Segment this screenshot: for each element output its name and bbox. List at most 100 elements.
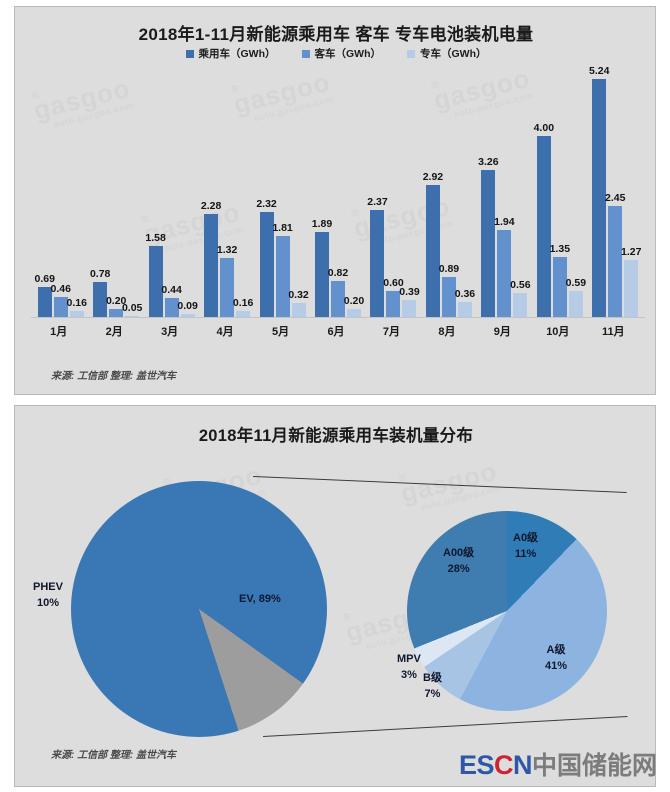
pie-label-a0: A0级 11% [513, 531, 538, 563]
bar-group: 2.28 1.32 0.16 [200, 63, 254, 318]
legend-swatch-special [407, 49, 415, 58]
pie-label-phev-line2: 10% [36, 596, 59, 609]
bar-value-label: 2.45 [605, 192, 626, 205]
x-axis-label: 10月 [546, 326, 570, 338]
bar-bus [109, 308, 124, 318]
bar-bus [441, 277, 456, 318]
escn-logo: ESCN中国储能网 [459, 752, 657, 779]
pie-label-mpv: MPV 3% [397, 652, 421, 684]
bar-value-label: 0.78 [89, 268, 111, 281]
bar-value-label: 0.16 [232, 296, 254, 309]
legend-swatch-passenger [185, 49, 194, 58]
escn-logo-chinese: 中国储能网 [532, 752, 658, 780]
bar-bus [220, 257, 235, 318]
bar-bus [53, 297, 68, 318]
bar-value-label: 3.26 [478, 155, 499, 168]
bar-value-label: 0.36 [454, 287, 476, 300]
bar-chart-panel: ≋ gasgoo auto.gasgoo.com ≋ gasgoo auto.g… [14, 6, 656, 395]
bar-group: 2.92 0.89 0.36 [422, 63, 476, 318]
bar-special [125, 315, 140, 318]
bar-plot-area: 0.69 0.46 0.16 0.78 0.20 0.05 1.58 0.44 0.09 2.28… [31, 63, 641, 318]
bar-bus [608, 206, 623, 318]
legend-item-bus: 客车（GWh） [301, 46, 382, 61]
bar-value-label: 0.89 [438, 263, 460, 276]
bar-bus [497, 229, 512, 318]
bar-group: 0.78 0.20 0.05 [89, 63, 143, 318]
bar-special [457, 301, 472, 318]
bar-special [291, 303, 306, 318]
bar-value-label: 0.82 [327, 266, 349, 279]
bar-passenger [259, 212, 274, 318]
bar-value-label: 0.32 [288, 289, 309, 302]
pie-label-a0-line1: A0级 [513, 532, 539, 544]
pie-label-a: A级 41% [545, 643, 567, 675]
bar-group: 0.69 0.46 0.16 [35, 63, 87, 318]
legend-label-special: 专车（GWh） [420, 48, 487, 60]
legend-label-bus: 客车（GWh） [314, 48, 382, 60]
bar-value-label: 2.92 [422, 171, 444, 184]
bar-value-label: 2.32 [256, 198, 277, 211]
bar-passenger [148, 246, 163, 318]
bar-value-label: 0.44 [161, 283, 182, 296]
bar-value-label: 0.59 [565, 277, 587, 290]
legend-swatch-bus [301, 49, 310, 58]
bar-special [180, 313, 195, 318]
x-axis-label: 2月 [105, 326, 123, 338]
bar-bus [164, 297, 179, 318]
bar-chart-legend: 乘用车（GWh） 客车（GWh） 专车（GWh） [15, 46, 655, 61]
bar-value-label: 0.39 [399, 286, 420, 299]
bar-special [624, 260, 639, 318]
bar-chart-source: 来源: 工信部 整理: 盖世汽车 [51, 371, 176, 382]
bar-axis-line [31, 317, 645, 318]
bar-group: 2.37 0.60 0.39 [367, 63, 420, 318]
x-axis-label: 8月 [438, 326, 456, 338]
bar-value-label: 5.24 [589, 65, 610, 78]
sub-pie-chart [407, 511, 607, 711]
bar-value-label: 1.94 [494, 215, 515, 228]
bar-group: 5.24 2.45 1.27 [589, 63, 642, 318]
pie-label-b-line1: B级 [423, 672, 442, 684]
bar-value-label: 1.32 [216, 243, 238, 256]
pie-label-b-line2: 7% [424, 687, 441, 700]
bar-special [402, 300, 417, 318]
bar-passenger [481, 169, 496, 318]
bar-value-label: 4.00 [533, 121, 555, 134]
bar-group: 3.26 1.94 0.56 [478, 63, 531, 318]
x-axis-label: 9月 [493, 326, 511, 338]
bar-value-label: 0.05 [121, 301, 143, 314]
x-axis-label: 1月 [50, 326, 68, 338]
x-axis-label: 4月 [216, 326, 234, 338]
x-axis-label: 7月 [382, 326, 401, 338]
bar-special [347, 308, 361, 318]
pie-label-ev: EV, 89% [239, 592, 281, 608]
bar-x-axis-labels: 1月 2月 3月 4月 5月 6月 7月 8月 9月 10月 11月 [31, 323, 645, 343]
bar-passenger [204, 214, 219, 318]
legend-item-special: 专车（GWh） [407, 46, 487, 61]
pie-connector-line-bottom [263, 716, 628, 737]
pie-label-a-line1: A级 [546, 644, 566, 656]
main-pie-chart [71, 481, 327, 737]
pie-label-a-line2: 41% [545, 659, 568, 672]
bar-value-label: 1.81 [272, 221, 293, 234]
pie-label-phev-line1: PHEV [33, 581, 63, 593]
watermark-small: auto.gasgoo.com [419, 482, 502, 513]
escn-logo-c: C [494, 750, 514, 780]
bar-passenger [37, 286, 52, 318]
bar-value-label: 1.58 [145, 232, 166, 245]
bar-value-label: 1.27 [621, 246, 642, 259]
bar-value-label: 0.56 [510, 278, 531, 291]
pie-chart-source: 来源: 工信部 整理: 盖世汽车 [51, 750, 176, 761]
bar-value-label: 0.60 [383, 276, 404, 289]
bar-value-label: 1.35 [549, 242, 571, 255]
bar-bus [275, 235, 290, 318]
bar-special [69, 310, 84, 318]
bar-group: 2.32 1.81 0.32 [256, 63, 309, 318]
bar-value-label: 2.28 [200, 200, 222, 213]
pie-label-a00: A00级 28% [443, 546, 474, 578]
pie-label-a00-line2: 28% [447, 562, 470, 575]
pie-label-a0-line2: 11% [514, 547, 537, 560]
watermark-mark: ≋ [396, 471, 408, 486]
bar-passenger [93, 282, 108, 318]
x-axis-label: 11月 [601, 326, 625, 338]
bar-passenger [370, 210, 385, 318]
